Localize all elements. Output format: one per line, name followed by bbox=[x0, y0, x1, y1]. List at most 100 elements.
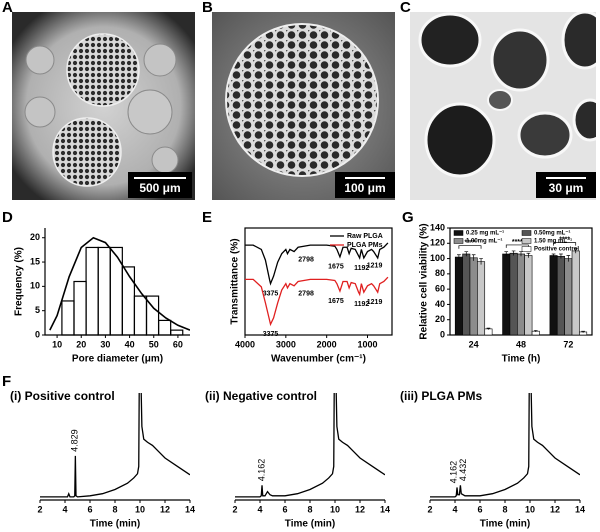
y-tick-label: 120 bbox=[430, 238, 445, 248]
peak-label: 4.432 bbox=[458, 459, 468, 482]
legend-label: Positive control bbox=[534, 247, 579, 253]
x-tick-label: 6 bbox=[87, 504, 92, 514]
scale-bar-box bbox=[335, 172, 395, 198]
legend-swatch bbox=[453, 230, 464, 236]
x-tick-label: 8 bbox=[502, 504, 507, 514]
x-tick-label: 50 bbox=[149, 339, 159, 349]
y-axis-label: Frequency (%) bbox=[14, 247, 25, 316]
legend-label: 0.25 mg mL⁻¹ bbox=[466, 230, 504, 237]
x-tick-label: 2 bbox=[427, 504, 432, 514]
x-tick-label: 4000 bbox=[235, 339, 255, 349]
scale-bar-label: 100 μm bbox=[344, 181, 385, 195]
significance-label: **** bbox=[465, 240, 476, 247]
x-tick-label: 40 bbox=[125, 339, 135, 349]
panel-label: E bbox=[202, 209, 212, 226]
y-axis-label: Relative cell viability (%) bbox=[419, 223, 430, 339]
x-tick-label: 10 bbox=[525, 504, 535, 514]
legend-swatch bbox=[521, 238, 532, 244]
bar bbox=[454, 256, 463, 336]
error-bar bbox=[479, 258, 483, 265]
x-axis-label: Time (min) bbox=[90, 519, 140, 530]
x-tick-label: 2000 bbox=[317, 339, 337, 349]
fit-curve bbox=[49, 236, 190, 331]
x-tick-label: 10 bbox=[52, 339, 62, 349]
histogram-bar bbox=[170, 329, 184, 336]
peak-label: 1219 bbox=[367, 299, 383, 306]
panel-label: G bbox=[402, 209, 414, 226]
histogram-bar bbox=[97, 246, 111, 336]
chart: 10 20 30 40 50 60 0 5 10 15 20 Pore diameter (μm) Fr… bbox=[14, 228, 190, 365]
x-tick-label: 60 bbox=[173, 339, 183, 349]
histogram-bar bbox=[157, 319, 172, 336]
line bbox=[235, 393, 385, 498]
x-tick-label: 24 bbox=[469, 339, 479, 349]
bar bbox=[556, 255, 565, 336]
error-bar bbox=[457, 254, 461, 260]
peak-label: 1192 bbox=[354, 301, 369, 308]
bar bbox=[564, 258, 573, 336]
histogram-bar bbox=[61, 300, 75, 336]
y-tick-label: 0 bbox=[35, 329, 40, 339]
y-tick-label: 80 bbox=[435, 268, 445, 278]
legend-label: 0.50mg mL⁻¹ bbox=[534, 230, 571, 237]
bar bbox=[549, 255, 558, 336]
legend-label: PLGA PMs bbox=[347, 242, 383, 249]
peak-label: 1219 bbox=[367, 263, 383, 270]
legend-label: 1.50 mg mL⁻¹ bbox=[534, 238, 572, 245]
chart: 2 4 6 8 10 12 14 Time (min) (ii) Negative contro… bbox=[205, 389, 390, 529]
error-bar bbox=[486, 327, 491, 330]
peak-label: 4.829 bbox=[70, 429, 80, 452]
sem-image-c bbox=[410, 12, 596, 200]
peak-label: 2798 bbox=[298, 291, 314, 298]
x-tick-label: 4 bbox=[257, 504, 262, 514]
chart: 2 4 6 8 10 12 14 Time (min) (iii) PLGA PMs 4.162 4… bbox=[400, 389, 585, 529]
x-tick-label: 10 bbox=[135, 504, 145, 514]
peak-label: 3375 bbox=[263, 331, 279, 338]
bar bbox=[509, 252, 518, 336]
x-tick-label: 14 bbox=[575, 504, 585, 514]
x-tick-label: 72 bbox=[563, 339, 573, 349]
chart: 0 20 40 60 80 100 120 140 Time (h) Relative cell … bbox=[419, 222, 593, 365]
bar bbox=[517, 253, 525, 336]
error-bar bbox=[581, 330, 585, 333]
line bbox=[245, 242, 389, 286]
error-bar bbox=[464, 251, 469, 257]
x-tick-label: 4 bbox=[452, 504, 457, 514]
scale-bar-box bbox=[128, 172, 192, 198]
x-tick-label: 2 bbox=[37, 504, 42, 514]
y-tick-label: 15 bbox=[30, 256, 40, 266]
significance-label: **** bbox=[512, 239, 523, 246]
x-axis-label: Time (h) bbox=[502, 354, 541, 365]
x-tick-label: 30 bbox=[100, 339, 110, 349]
scale-bar-label: 30 μm bbox=[549, 181, 584, 195]
error-bar bbox=[504, 251, 509, 257]
x-tick-label: 4 bbox=[62, 504, 67, 514]
significance-bracket bbox=[458, 245, 482, 249]
peak-label: 1675 bbox=[328, 298, 344, 305]
peak-label: 3375 bbox=[263, 290, 279, 297]
y-tick-label: 10 bbox=[30, 281, 40, 291]
y-tick-label: 0 bbox=[440, 329, 445, 339]
peak-label: 4.162 bbox=[256, 459, 266, 482]
x-tick-label: 2 bbox=[232, 504, 237, 514]
bar bbox=[502, 253, 511, 336]
error-bar bbox=[566, 255, 571, 262]
bar bbox=[524, 255, 533, 336]
error-bar bbox=[551, 253, 556, 258]
panel-label: A bbox=[2, 0, 13, 16]
y-tick-label: 20 bbox=[30, 232, 40, 242]
error-bar bbox=[559, 253, 563, 259]
peak-label: 1675 bbox=[328, 264, 344, 271]
panel-label: F bbox=[2, 373, 11, 390]
chart-title: (ii) Negative control bbox=[205, 389, 317, 403]
scale-bar-label: 500 μm bbox=[139, 181, 180, 195]
x-tick-label: 12 bbox=[160, 504, 170, 514]
sem-image-a bbox=[12, 12, 195, 200]
x-tick-label: 20 bbox=[76, 339, 86, 349]
x-tick-label: 12 bbox=[550, 504, 560, 514]
x-tick-label: 6 bbox=[477, 504, 482, 514]
bar bbox=[571, 250, 580, 336]
histogram-bar bbox=[145, 295, 160, 336]
chart: 2 4 6 8 10 12 14 Time (min) (i) Positive control… bbox=[10, 389, 195, 530]
